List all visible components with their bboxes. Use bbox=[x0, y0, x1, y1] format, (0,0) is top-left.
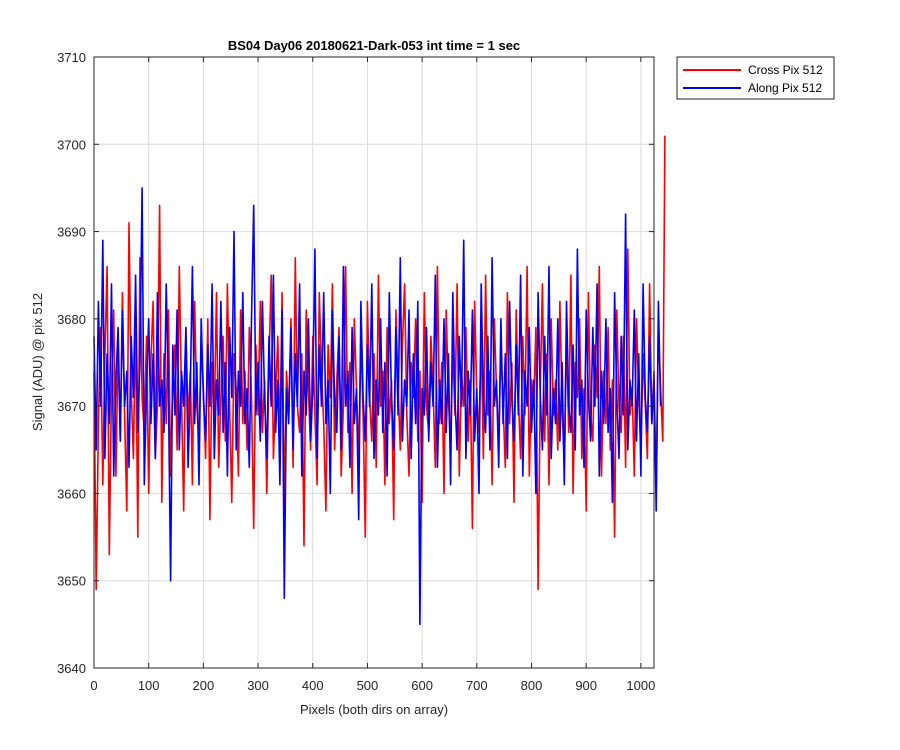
ticks: 0 100 200 300 400 500 600 700 800 900 1000 3640 3650… bbox=[57, 50, 655, 693]
x-tick-label: 200 bbox=[193, 678, 215, 693]
y-tick-label: 3680 bbox=[57, 312, 86, 327]
y-tick-label: 3690 bbox=[57, 225, 86, 240]
legend-label-cross-pix: Cross Pix 512 bbox=[748, 63, 823, 77]
y-tick-label: 3700 bbox=[57, 137, 86, 152]
x-tick-label: 500 bbox=[357, 678, 379, 693]
legend-label-along-pix: Along Pix 512 bbox=[748, 81, 822, 95]
legend: Cross Pix 512 Along Pix 512 bbox=[676, 56, 835, 100]
y-tick-label: 3710 bbox=[57, 50, 86, 65]
x-tick-label: 100 bbox=[138, 678, 160, 693]
x-tick-label: 400 bbox=[302, 678, 324, 693]
x-tick-label: 700 bbox=[466, 678, 488, 693]
grid bbox=[94, 57, 654, 668]
series-line-along-pix bbox=[93, 187, 662, 626]
y-tick-label: 3660 bbox=[57, 486, 86, 501]
x-tick-label: 1000 bbox=[626, 678, 655, 693]
y-tick-label: 3640 bbox=[57, 661, 86, 676]
chart-title: BS04 Day06 20180621-Dark-053 int time = … bbox=[228, 38, 520, 53]
legend-box bbox=[676, 56, 835, 100]
x-tick-label: 900 bbox=[575, 678, 597, 693]
x-tick-label: 0 bbox=[90, 678, 97, 693]
y-axis-label: Signal (ADU) @ pix 512 bbox=[30, 293, 45, 431]
x-axis-label: Pixels (both dirs on array) bbox=[300, 702, 448, 717]
x-tick-label: 800 bbox=[521, 678, 543, 693]
series-layer bbox=[93, 135, 666, 626]
x-tick-label: 300 bbox=[247, 678, 269, 693]
x-tick-label: 600 bbox=[411, 678, 433, 693]
y-tick-label: 3670 bbox=[57, 399, 86, 414]
axes-box bbox=[93, 56, 655, 669]
y-tick-label: 3650 bbox=[57, 574, 86, 589]
